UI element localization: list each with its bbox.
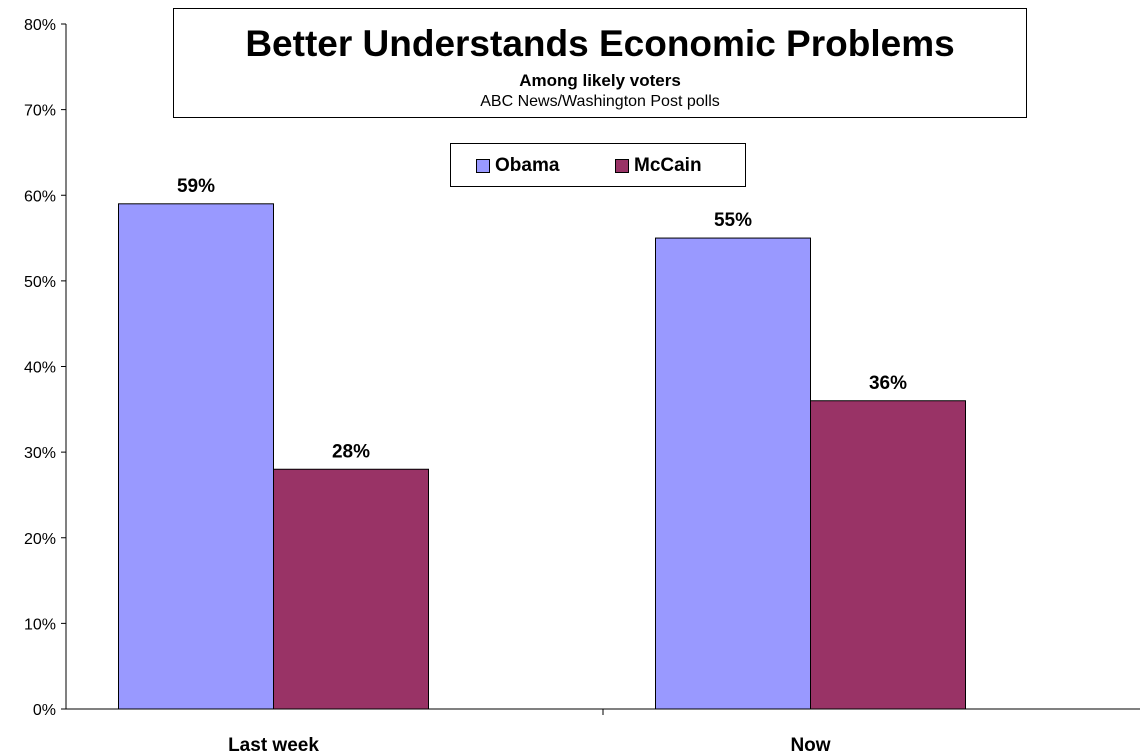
legend-label-mccain: McCain xyxy=(634,155,702,176)
y-tick-label: 60% xyxy=(24,188,56,205)
chart-source: ABC News/Washington Post polls xyxy=(480,93,720,110)
bar-mccain xyxy=(810,400,966,710)
chart-subtitle: Among likely voters xyxy=(519,71,681,90)
chart-title-box: Better Understands Economic Problems Amo… xyxy=(173,8,1027,118)
chart-legend: Obama McCain xyxy=(450,143,746,187)
data-label: 36% xyxy=(869,373,907,394)
y-tick-label: 20% xyxy=(24,531,56,548)
legend-label-obama: Obama xyxy=(495,155,560,176)
y-tick-label: 10% xyxy=(24,616,56,633)
data-label: 59% xyxy=(177,176,215,197)
y-tick-label: 50% xyxy=(24,274,56,291)
y-tick-label: 0% xyxy=(33,702,56,719)
data-label: 28% xyxy=(332,441,370,462)
x-tick-label: Last week xyxy=(228,735,319,753)
bar-obama xyxy=(655,237,811,710)
x-tick-label: Now xyxy=(790,735,830,753)
bar-obama xyxy=(118,203,274,710)
bar-mccain xyxy=(273,468,429,710)
legend-swatch-obama xyxy=(476,159,490,173)
y-tick-label: 40% xyxy=(24,360,56,377)
y-tick-label: 80% xyxy=(24,17,56,34)
legend-item-obama: Obama xyxy=(476,155,559,177)
legend-swatch-mccain xyxy=(615,159,629,173)
data-label: 55% xyxy=(714,210,752,231)
y-tick-label: 70% xyxy=(24,103,56,120)
chart-title: Better Understands Economic Problems xyxy=(245,23,955,64)
y-tick-label: 30% xyxy=(24,445,56,462)
legend-item-mccain: McCain xyxy=(615,155,702,177)
